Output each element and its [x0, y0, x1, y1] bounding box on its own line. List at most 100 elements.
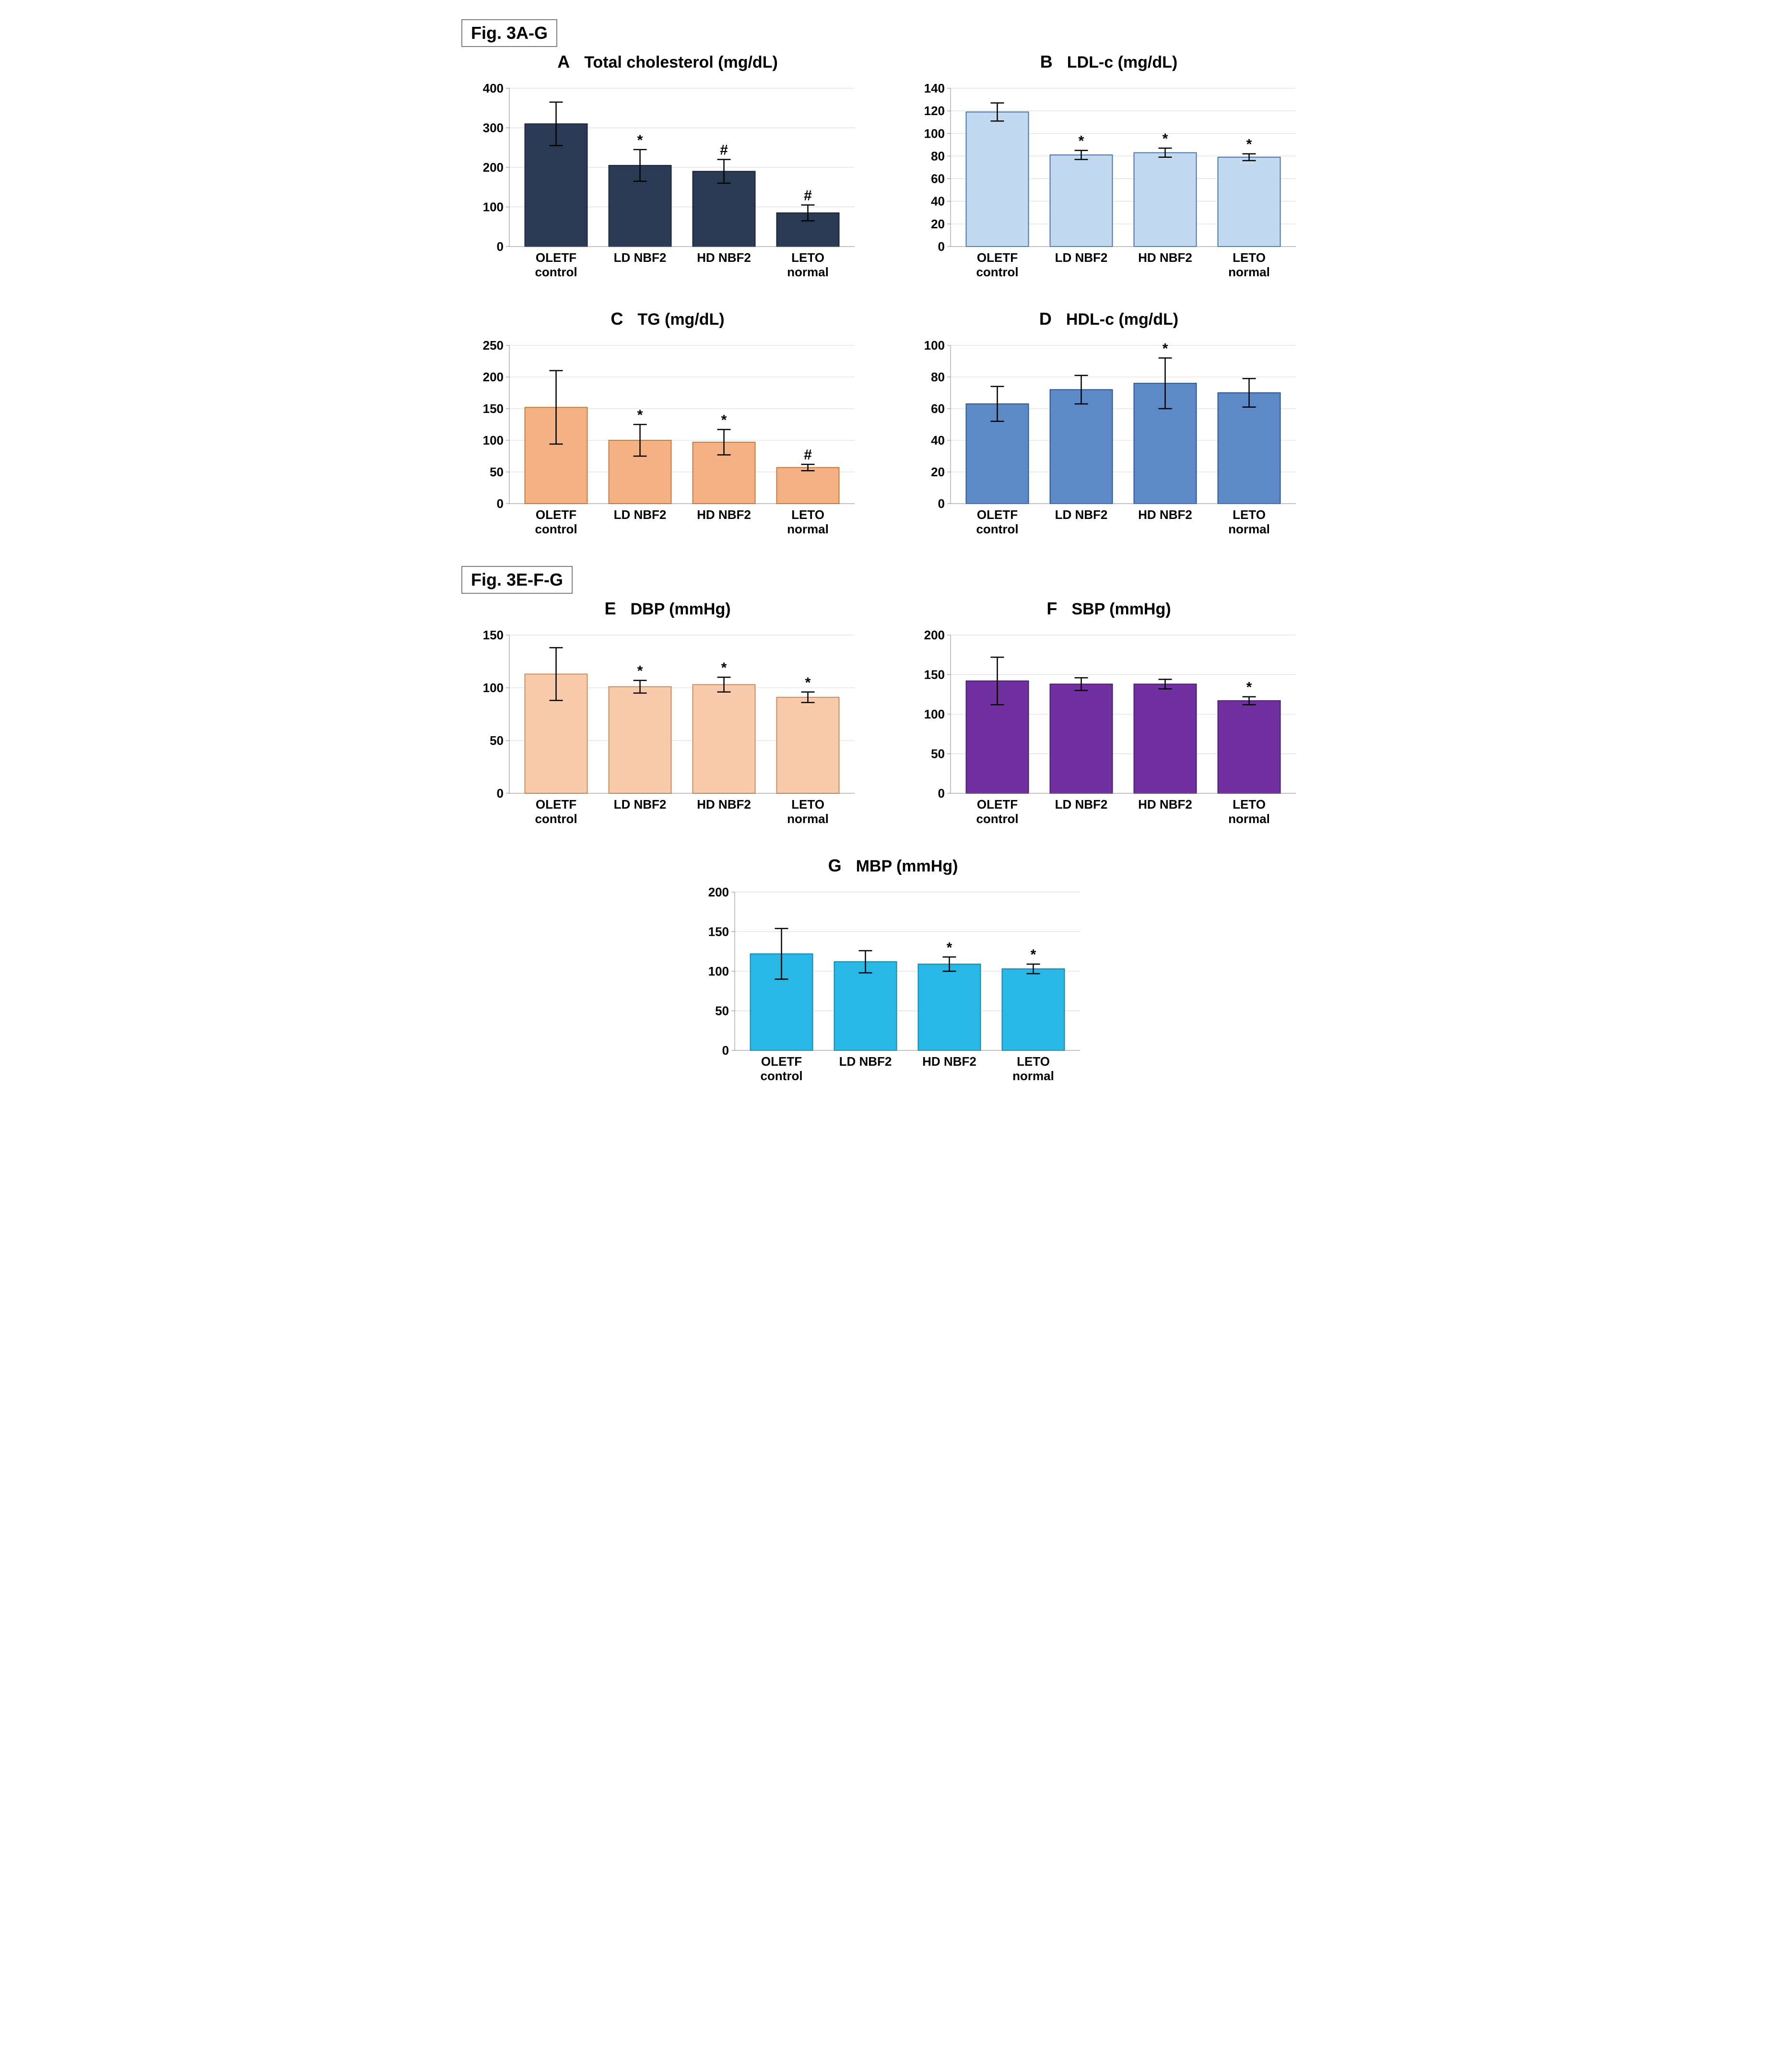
svg-text:150: 150 [924, 668, 945, 682]
svg-text:LD NBF2: LD NBF2 [1055, 797, 1108, 812]
svg-text:OLETF: OLETF [536, 797, 576, 812]
svg-text:100: 100 [924, 126, 945, 141]
chart-title: LDL-c (mg/dL) [1067, 53, 1177, 72]
chart-svg: 0100200300400OLETFcontrol*LD NBF2#HD NBF… [461, 74, 874, 294]
chart-svg: 020406080100120140OLETFcontrol*LD NBF2*H… [903, 74, 1315, 294]
svg-text:*: * [721, 660, 727, 676]
chart-title: DBP (mmHg) [630, 600, 730, 619]
svg-text:LD NBF2: LD NBF2 [1055, 507, 1108, 522]
svg-text:LD NBF2: LD NBF2 [614, 797, 667, 812]
row-4: G MBP (mmHg) 050100150200OLETFcontrolLD … [461, 856, 1325, 1098]
figure-page: Fig. 3A-G A Total cholesterol (mg/dL) 01… [461, 19, 1325, 1098]
svg-text:#: # [804, 447, 812, 463]
svg-text:80: 80 [931, 370, 945, 384]
row-2: C TG (mg/dL) 050100150200250OLETFcontrol… [461, 309, 1325, 552]
svg-text:OLETF: OLETF [536, 507, 576, 522]
section-label-1: Fig. 3A-G [461, 19, 557, 47]
svg-text:OLETF: OLETF [761, 1054, 802, 1069]
svg-text:0: 0 [722, 1043, 729, 1058]
svg-text:LETO: LETO [791, 507, 824, 522]
chart-D: D HDL-c (mg/dL) 020406080100OLETFcontrol… [903, 309, 1315, 552]
svg-text:60: 60 [931, 172, 945, 186]
svg-text:#: # [720, 142, 728, 158]
chart-title: SBP (mmHg) [1071, 600, 1171, 619]
chart-letter: G [828, 856, 842, 876]
svg-text:*: * [947, 940, 952, 955]
svg-text:*: * [1163, 131, 1168, 147]
svg-text:*: * [805, 675, 811, 691]
svg-text:control: control [976, 812, 1018, 826]
svg-text:control: control [535, 522, 577, 536]
svg-text:control: control [760, 1069, 802, 1083]
svg-text:LETO: LETO [791, 250, 824, 265]
chart-letter: E [604, 599, 616, 619]
svg-text:normal: normal [787, 522, 829, 536]
svg-text:*: * [721, 412, 727, 428]
svg-text:150: 150 [708, 925, 729, 939]
chart-A: A Total cholesterol (mg/dL) 010020030040… [461, 52, 874, 294]
svg-text:60: 60 [931, 401, 945, 416]
svg-text:control: control [535, 265, 577, 279]
svg-text:OLETF: OLETF [977, 797, 1018, 812]
svg-text:100: 100 [924, 707, 945, 721]
svg-text:HD NBF2: HD NBF2 [697, 797, 751, 812]
chart-letter: C [611, 309, 623, 329]
svg-text:OLETF: OLETF [977, 250, 1018, 265]
svg-text:LETO: LETO [1233, 797, 1266, 812]
svg-text:50: 50 [715, 1004, 729, 1018]
svg-text:0: 0 [497, 496, 504, 511]
chart-title: Total cholesterol (mg/dL) [584, 53, 778, 72]
chart-title: HDL-c (mg/dL) [1066, 310, 1178, 329]
svg-text:100: 100 [483, 433, 504, 447]
svg-text:normal: normal [1228, 522, 1270, 536]
svg-text:100: 100 [708, 964, 729, 978]
svg-text:*: * [637, 132, 643, 148]
svg-text:*: * [1031, 947, 1036, 963]
svg-text:HD NBF2: HD NBF2 [1138, 507, 1192, 522]
svg-text:0: 0 [497, 239, 504, 254]
svg-text:150: 150 [483, 628, 504, 642]
svg-text:120: 120 [924, 104, 945, 118]
svg-text:50: 50 [490, 465, 504, 479]
svg-text:300: 300 [483, 121, 504, 135]
svg-text:200: 200 [924, 628, 945, 642]
svg-text:LD NBF2: LD NBF2 [614, 250, 667, 265]
svg-text:0: 0 [938, 496, 945, 511]
svg-text:200: 200 [708, 885, 729, 899]
svg-text:HD NBF2: HD NBF2 [697, 507, 751, 522]
svg-text:200: 200 [483, 160, 504, 175]
svg-text:50: 50 [931, 747, 945, 761]
svg-text:control: control [976, 522, 1018, 536]
chart-letter: F [1046, 599, 1057, 619]
svg-text:HD NBF2: HD NBF2 [697, 250, 751, 265]
svg-text:LETO: LETO [1017, 1054, 1050, 1069]
svg-text:100: 100 [483, 681, 504, 695]
svg-text:normal: normal [1228, 265, 1270, 279]
svg-text:normal: normal [1012, 1069, 1054, 1083]
svg-text:*: * [1163, 341, 1168, 356]
svg-text:HD NBF2: HD NBF2 [1138, 797, 1192, 812]
chart-F: F SBP (mmHg) 0 50 100 150 200 OLETFcontrol LD … [903, 599, 1315, 841]
svg-text:0: 0 [938, 786, 945, 801]
svg-text:normal: normal [787, 265, 829, 279]
svg-text:LD NBF2: LD NBF2 [1055, 250, 1108, 265]
svg-text:*: * [637, 663, 643, 679]
svg-text:150: 150 [483, 401, 504, 416]
svg-text:250: 250 [483, 338, 504, 353]
chart-C: C TG (mg/dL) 050100150200250OLETFcontrol… [461, 309, 874, 552]
svg-text:20: 20 [931, 217, 945, 231]
svg-text:40: 40 [931, 433, 945, 447]
svg-text:OLETF: OLETF [977, 507, 1018, 522]
chart-svg: 050100150OLETFcontrol*LD NBF2*HD NBF2*LE… [461, 621, 874, 841]
svg-text:*: * [637, 407, 643, 423]
chart-title: MBP (mmHg) [856, 857, 958, 876]
chart-svg: 020406080100OLETFcontrolLD NBF2*HD NBF2L… [903, 331, 1315, 552]
chart-title: TG (mg/dL) [637, 310, 724, 329]
svg-text:control: control [535, 812, 577, 826]
svg-text:100: 100 [924, 338, 945, 353]
chart-svg: 050100150200OLETFcontrolLD NBF2HD NBF2*L… [903, 621, 1315, 841]
svg-text:100: 100 [483, 200, 504, 214]
chart-letter: B [1040, 52, 1053, 72]
svg-text:OLETF: OLETF [536, 250, 576, 265]
section-label-2: Fig. 3E-F-G [461, 566, 573, 594]
